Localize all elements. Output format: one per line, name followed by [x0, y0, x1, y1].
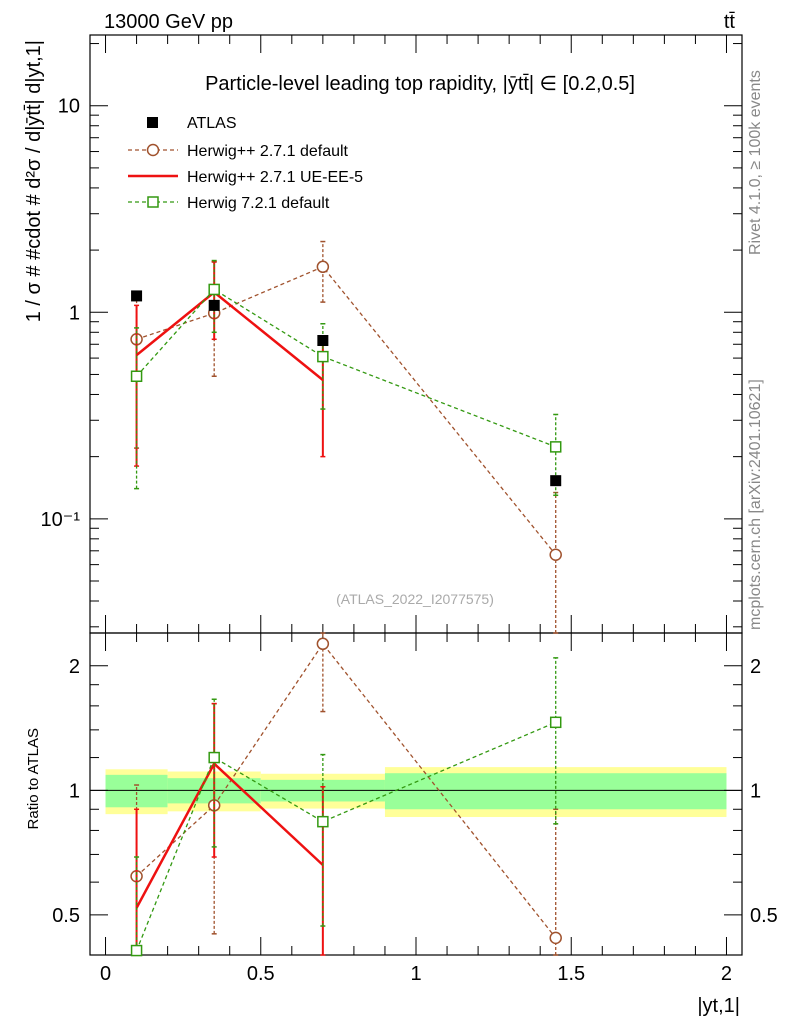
ratio-ytick-label-1: 1: [69, 780, 80, 802]
ratio-ytick-label-2: 2: [69, 656, 80, 678]
atlas-main-point-2: [317, 334, 329, 346]
legend: ATLAS Herwig++ 2.7.1 default Herwig++ 2.…: [128, 115, 363, 212]
series-3-ratio-point-3: [549, 716, 562, 729]
legend-label-atlas: ATLAS: [187, 115, 237, 132]
plot-title: Particle-level leading top rapidity, |ȳ…: [205, 73, 635, 95]
series-1-ratio-point-3: [549, 931, 562, 945]
series-3-ratio-point-1: [208, 751, 220, 764]
xtick-label-1-5: 1.5: [557, 963, 585, 985]
xtick-label-1: 1: [410, 963, 421, 985]
main-ytick-label-10: 10: [58, 96, 80, 118]
legend-label-herwig-ue: Herwig++ 2.7.1 UE-EE-5: [187, 169, 363, 186]
series-3-main-point-0: [130, 370, 143, 383]
series-3-main-point-1: [208, 283, 220, 296]
atlas-main-point-3: [550, 475, 562, 487]
ratio-ytick-label-right-0-5: 0.5: [750, 905, 778, 927]
legend-marker-atlas: [147, 117, 158, 128]
series-1-main-point-2: [316, 260, 330, 274]
main-y-axis: [90, 43, 742, 628]
series-3-main-point-2: [317, 350, 329, 363]
energy-label: 13000 GeV pp: [104, 11, 233, 33]
series-1-ratio-point-2: [316, 637, 330, 651]
series-1-ratio-line: [136, 642, 557, 939]
x-axis: [105, 35, 727, 955]
main-series-layer: [130, 240, 562, 634]
series-2-main-line: [135, 290, 324, 381]
series-1-main-point-3: [549, 548, 562, 561]
series-3-ratio-point-0: [130, 944, 143, 957]
ratio-y-axis-label: Ratio to ATLAS: [25, 728, 42, 829]
legend-label-herwig-default: Herwig++ 2.7.1 default: [187, 143, 349, 160]
ratio-ytick-label-0-5: 0.5: [52, 905, 80, 927]
atlas-main-point-1: [208, 299, 220, 311]
analysis-watermark: (ATLAS_2022_I2077575): [336, 591, 494, 607]
ratio-series-layer: [130, 632, 562, 957]
legend-label-herwig72: Herwig 7.2.1 default: [187, 195, 330, 212]
rivet-label: Rivet 4.1.0, ≥ 100k events: [747, 70, 764, 255]
process-label: tt̄: [724, 11, 736, 33]
ratio-band-stat-0: [105, 774, 168, 808]
series-3-ratio-point-2: [317, 815, 329, 828]
xtick-label-0-5: 0.5: [247, 963, 275, 985]
series-3-main-point-3: [549, 441, 562, 453]
ratio-uncertainty-bands: [90, 767, 742, 818]
main-y-axis-label: 1 / σ # #cdot # d²σ / d|ȳtt̄| d|yt,1|: [23, 40, 45, 322]
atlas-main-point-0: [131, 290, 143, 302]
legend-marker-herwig-default: [146, 143, 160, 157]
main-ytick-label-0-1: 10⁻¹: [41, 509, 81, 531]
x-axis-label: |yt,1|: [697, 995, 740, 1017]
series-1-main-line: [136, 266, 557, 556]
ratio-ytick-label-right-2: 2: [750, 656, 761, 678]
ratio-y-axis: [90, 665, 742, 916]
main-ytick-label-1: 1: [69, 302, 80, 324]
ratio-ytick-label-right-1: 1: [750, 780, 761, 802]
xtick-label-2: 2: [721, 963, 732, 985]
mcplots-label: mcplots.cern.ch [arXiv:2401.10621]: [747, 379, 764, 630]
series-3-main-line: [136, 288, 556, 448]
series-3-ratio-line: [135, 721, 556, 951]
xtick-label-0: 0: [100, 963, 111, 985]
legend-marker-herwig72: [147, 196, 159, 208]
